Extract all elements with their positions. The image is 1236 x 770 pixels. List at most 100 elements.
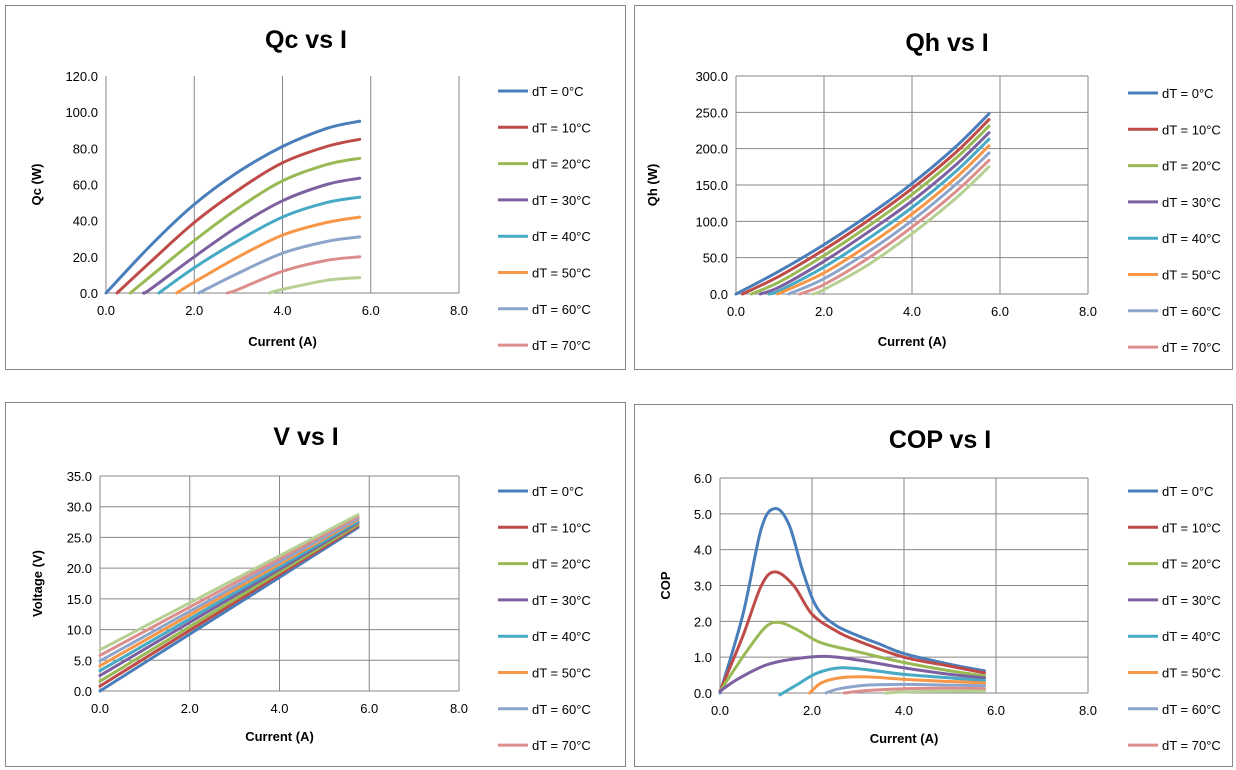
legend: dT = 0°C dT = 10°C dT = 20°C dT = 30°C dT = … (498, 484, 591, 753)
series-line-1 (741, 118, 991, 296)
series-line-7 (225, 255, 362, 295)
y-tick-label: 100.0 (695, 214, 728, 229)
legend-label: dT = 50°C (1162, 268, 1221, 283)
legend-label: dT = 30°C (1162, 593, 1221, 608)
gridlines (99, 475, 460, 692)
legend-label: dT = 40°C (1162, 629, 1221, 644)
gridlines (105, 76, 460, 294)
series-line-2 (749, 124, 991, 296)
series-line-0 (98, 526, 360, 693)
legend-label: dT = 50°C (1162, 666, 1221, 681)
legend-label: dT = 0°C (532, 484, 584, 499)
legend-label: dT = 10°C (1162, 520, 1221, 535)
x-axis-label: Current (A) (878, 334, 947, 349)
series-line-6 (824, 682, 986, 695)
y-tick-label: 0.0 (80, 286, 98, 301)
chart-panel-qc: Qc vs I 0.0 2.0 4.0 6.0 8.0 0.0 20.0 40.0 60.0 80.… (5, 5, 626, 370)
legend-label: dT = 70°C (1162, 738, 1221, 753)
chart-qc: Qc vs I 0.0 2.0 4.0 6.0 8.0 0.0 20.0 40.0 60.0 80.… (29, 26, 591, 353)
y-tick-label: 5.0 (74, 653, 92, 668)
x-tick-label: 8.0 (1079, 703, 1097, 718)
chart-cop: COP vs I 0.0 2.0 4.0 6.0 8.0 0.0 1.0 2.0 3.0 4.0 5.… (658, 426, 1221, 753)
chart-panel-cop: COP vs I 0.0 2.0 4.0 6.0 8.0 0.0 1.0 2.0 3.0 4.0 5.… (634, 404, 1233, 767)
y-tick-label: 25.0 (67, 530, 92, 545)
y-tick-label: 100.0 (65, 105, 98, 120)
legend-label: dT = 30°C (532, 593, 591, 608)
series-line-5 (776, 144, 991, 296)
y-tick-label: 0.0 (74, 684, 92, 699)
series-line-4 (98, 520, 360, 673)
chart-title: Qh vs I (905, 29, 988, 57)
legend-label: dT = 0°C (532, 84, 584, 99)
series-group (718, 507, 986, 697)
series-line-6 (98, 516, 360, 663)
y-tick-label: 1.0 (694, 650, 712, 665)
x-tick-label: 6.0 (987, 703, 1005, 718)
series-line-1 (718, 570, 986, 693)
x-tick-label: 2.0 (803, 703, 821, 718)
legend: dT = 0°C dT = 10°C dT = 20°C dT = 30°C dT = … (1128, 86, 1221, 355)
x-tick-label: 2.0 (185, 303, 203, 318)
y-tick-label: 0.0 (710, 287, 728, 302)
series-group (98, 513, 360, 693)
legend-label: dT = 60°C (532, 302, 591, 317)
series-line-3 (142, 176, 362, 295)
x-tick-label: 4.0 (903, 304, 921, 319)
x-tick-label: 4.0 (895, 703, 913, 718)
series-group (104, 119, 362, 295)
y-tick-label: 2.0 (694, 614, 712, 629)
legend-label: dT = 40°C (532, 629, 591, 644)
legend-label: dT = 0°C (1162, 484, 1214, 499)
series-line-2 (128, 156, 362, 295)
x-tick-label: 8.0 (450, 303, 468, 318)
series-line-3 (718, 654, 986, 693)
series-line-3 (758, 131, 991, 296)
y-tick-label: 120.0 (65, 69, 98, 84)
y-axis-label: Qc (W) (29, 164, 44, 206)
series-line-2 (718, 620, 986, 693)
y-tick-label: 4.0 (694, 543, 712, 558)
y-tick-label: 150.0 (695, 178, 728, 193)
series-line-0 (104, 119, 362, 295)
x-tick-label: 0.0 (97, 303, 115, 318)
x-tick-label: 6.0 (362, 303, 380, 318)
y-tick-label: 30.0 (67, 500, 92, 515)
y-axis-label: Voltage (V) (30, 550, 45, 617)
series-line-0 (734, 112, 991, 296)
legend: dT = 0°C dT = 10°C dT = 20°C dT = 30°C dT = … (1128, 484, 1221, 753)
series-line-4 (778, 666, 986, 697)
legend-label: dT = 60°C (532, 702, 591, 717)
y-axis-label: COP (658, 571, 673, 600)
y-tick-label: 3.0 (694, 579, 712, 594)
series-line-0 (718, 507, 986, 695)
legend-label: dT = 20°C (532, 557, 591, 572)
gridlines (719, 477, 1089, 694)
legend-label: dT = 70°C (532, 738, 591, 753)
y-tick-label: 0.0 (694, 686, 712, 701)
series-line-7 (842, 686, 986, 695)
legend-label: dT = 40°C (1162, 231, 1221, 246)
series-line-4 (767, 137, 991, 296)
y-tick-label: 250.0 (695, 105, 728, 120)
series-line-1 (98, 524, 360, 688)
series-line-7 (798, 158, 991, 296)
legend-label: dT = 50°C (532, 666, 591, 681)
series-line-8 (811, 165, 991, 296)
legend-label: dT = 10°C (532, 120, 591, 135)
legend-label: dT = 40°C (532, 229, 591, 244)
series-line-5 (175, 215, 362, 295)
series-line-6 (787, 151, 991, 296)
chart-panel-qh: Qh vs I 0.0 2.0 4.0 6.0 8.0 0.0 50.0 100.0 150.0 2… (634, 5, 1233, 370)
chart-v: V vs I 0.0 2.0 4.0 6.0 8.0 0.0 5.0 10.0 15.0 20.0 2… (30, 423, 591, 753)
chart-title: Qc vs I (265, 26, 347, 54)
legend-label: dT = 50°C (532, 266, 591, 281)
y-tick-label: 6.0 (694, 471, 712, 486)
series-line-8 (98, 513, 360, 652)
y-tick-label: 40.0 (73, 214, 98, 229)
series-line-7 (98, 515, 360, 657)
chart-qh: Qh vs I 0.0 2.0 4.0 6.0 8.0 0.0 50.0 100.0 150.0 2… (645, 29, 1221, 355)
legend-label: dT = 10°C (532, 520, 591, 535)
series-line-2 (98, 523, 360, 683)
series-line-3 (98, 521, 360, 678)
x-tick-label: 0.0 (91, 701, 109, 716)
